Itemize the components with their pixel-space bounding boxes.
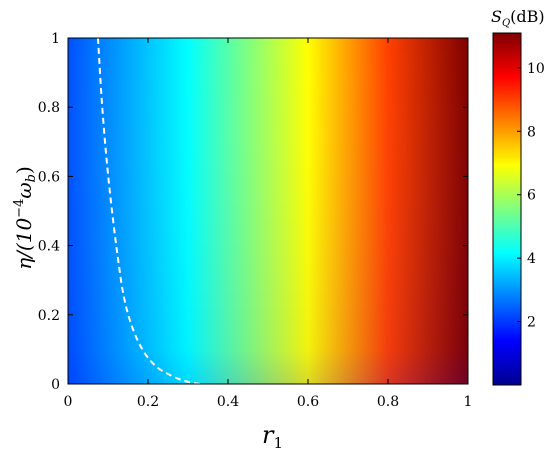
x-axis-label: r1 [262,421,283,452]
x-tick-label: 0.8 [377,394,399,410]
y-tick-label: 1 [51,31,60,47]
colorbar: 2 4 6 8 10 SQ(dB) [491,7,545,386]
colorbar-gradient [492,32,522,386]
colorbar-tick-label: 10 [527,61,545,77]
colorbar-tick-label: 8 [527,124,536,140]
plot-area [67,37,469,385]
y-axis-label: η/(10−4ωb) [12,166,39,270]
y-tick-label: 0.4 [38,239,60,255]
x-tick-label: 1 [464,394,473,410]
x-tick-label: 0.4 [217,394,239,410]
colorbar-tick-label: 4 [527,251,536,267]
y-tick-label: 0.6 [38,169,60,185]
colorbar-ticks: 2 4 6 8 10 [517,61,545,331]
x-axis-ticks: 0 0.2 0.4 0.6 0.8 1 [64,38,473,410]
y-tick-label: 0 [51,377,60,393]
heatmap-bottom-shade [68,38,468,384]
x-tick-label: 0.2 [137,394,159,410]
plot-frame [67,37,469,385]
dashed-contour-line [97,37,201,385]
x-tick-label: 0.6 [297,394,319,410]
colorbar-tick-label: 2 [527,315,536,331]
colorbar-tick-label: 6 [527,188,536,204]
y-axis-ticks: 0 0.2 0.4 0.6 0.8 1 [38,31,468,393]
x-tick-label: 0 [64,394,73,410]
colorbar-label: SQ(dB) [491,7,545,29]
y-tick-label: 0.2 [38,308,60,324]
y-tick-label: 0.8 [38,100,60,116]
